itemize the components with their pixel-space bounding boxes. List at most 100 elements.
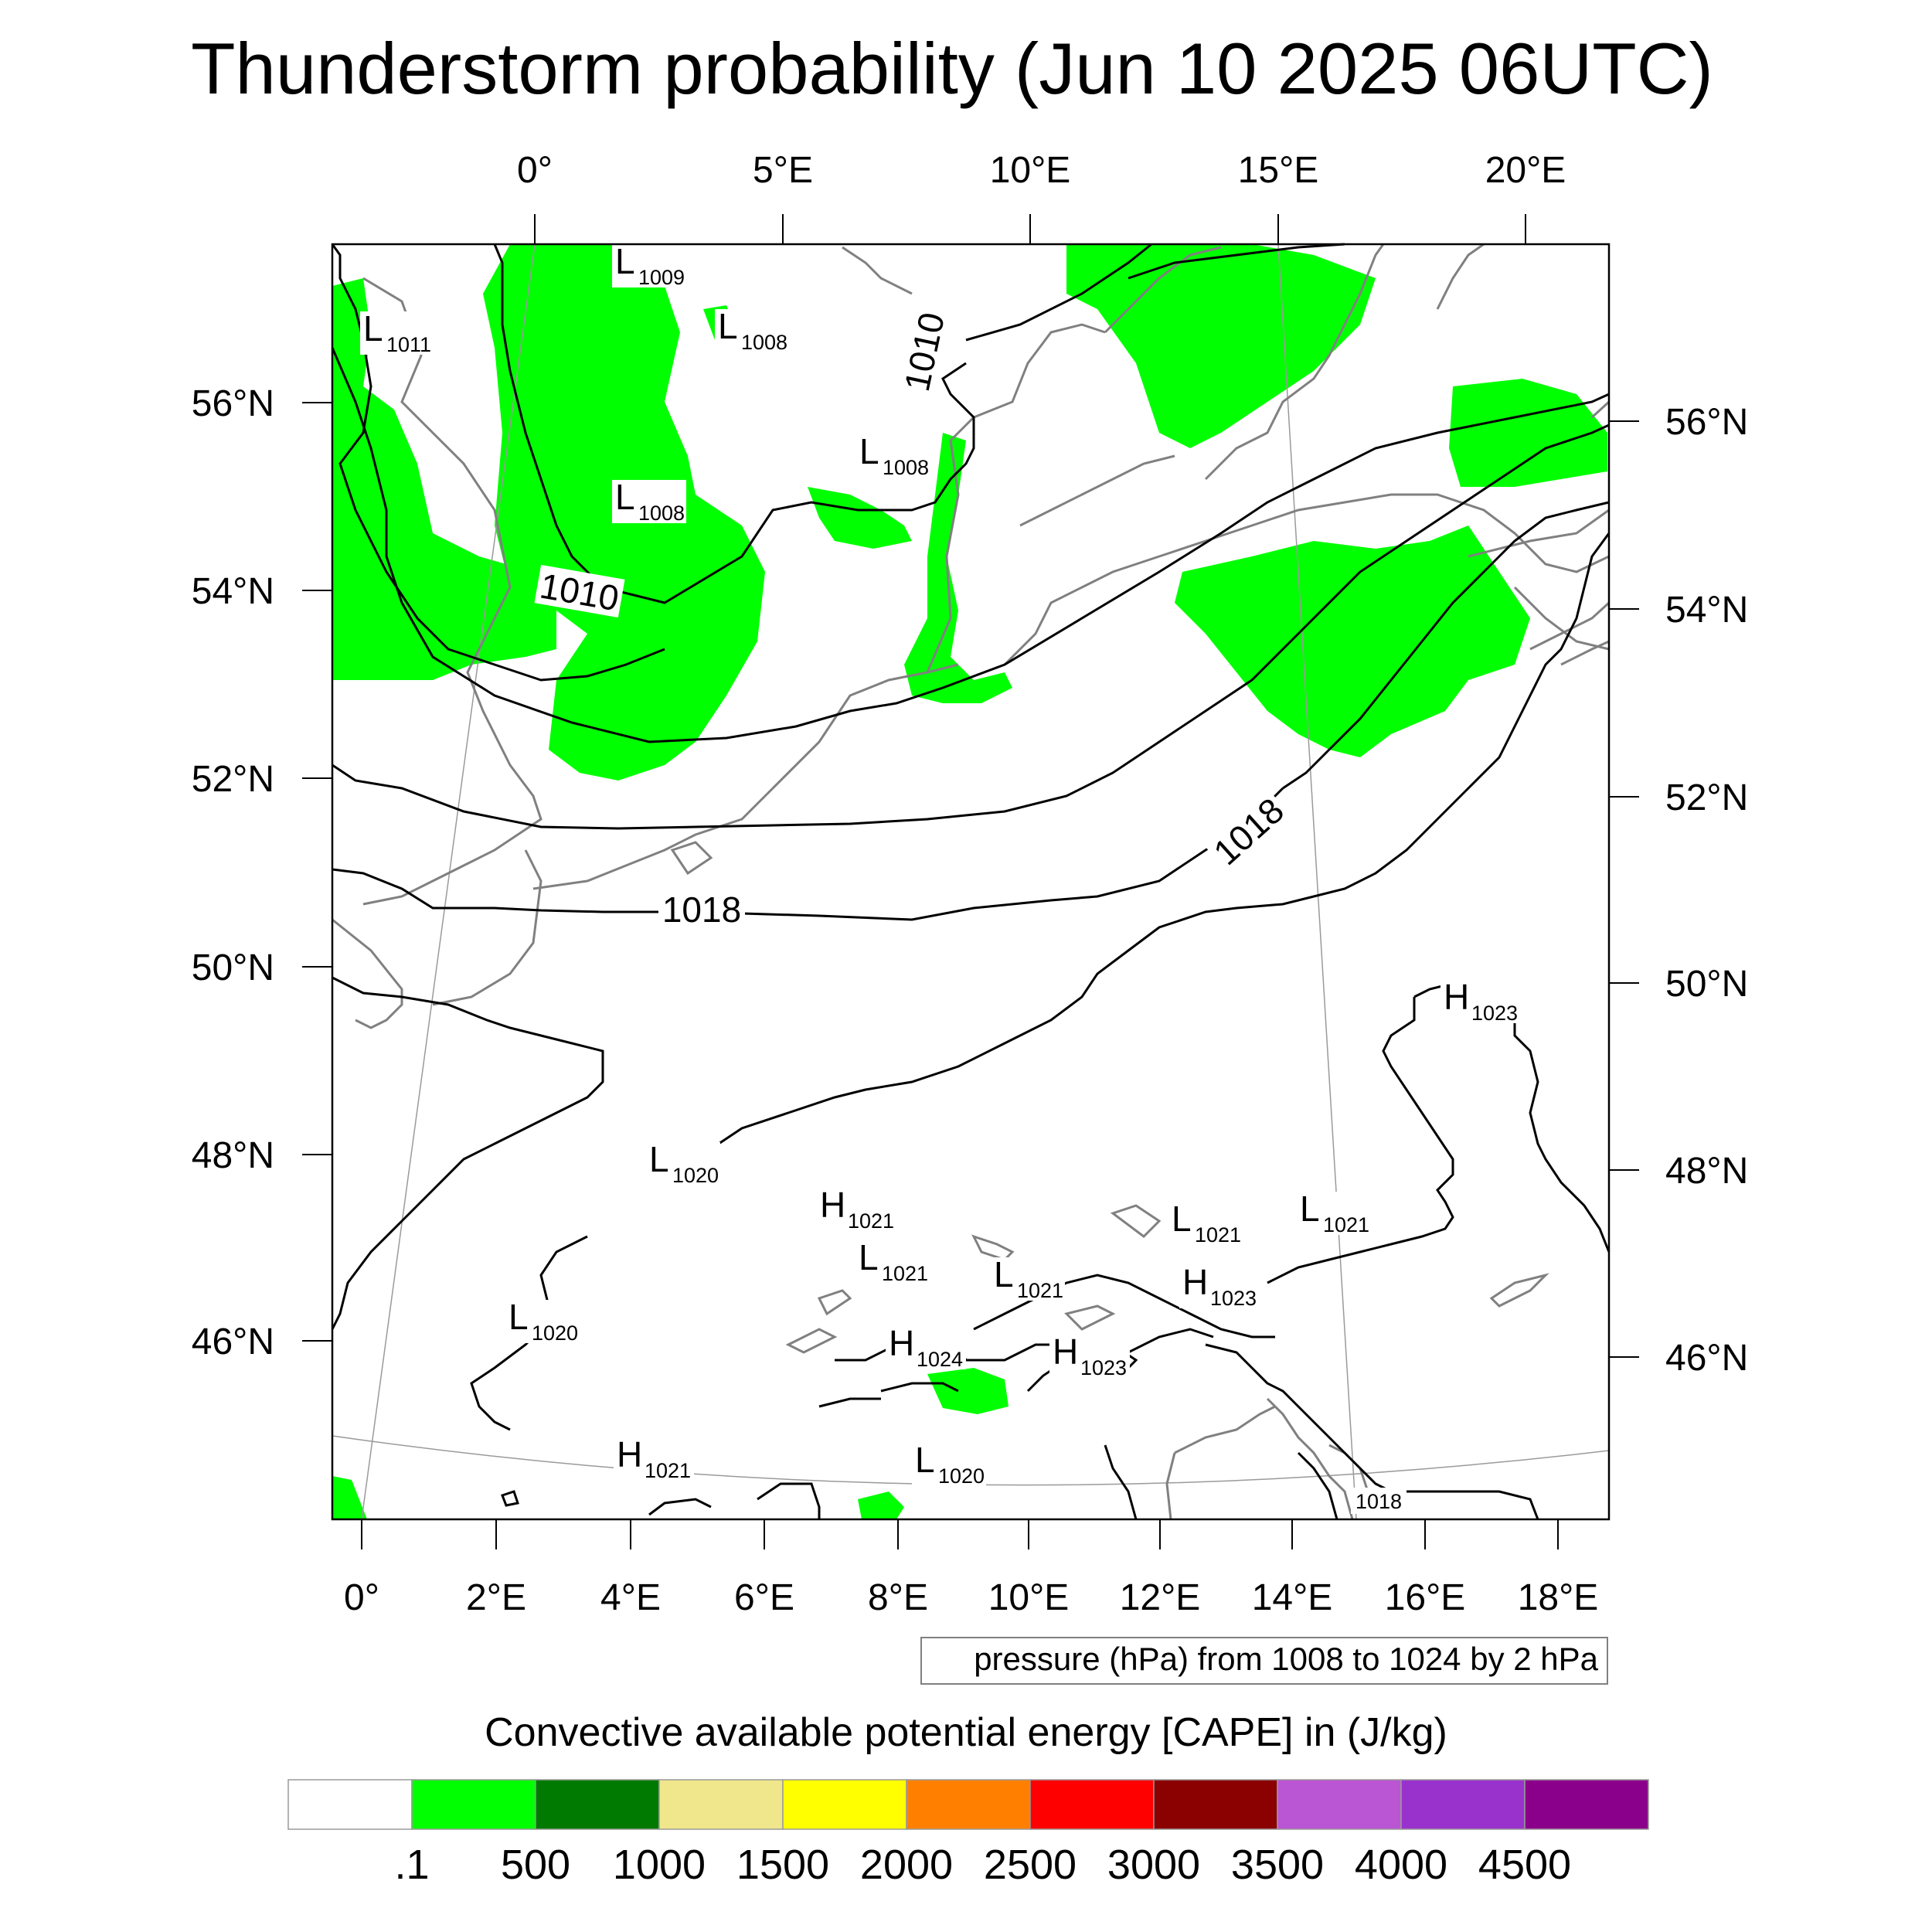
pressure-letter: H [889,1323,914,1363]
left-lat-label: 50°N [192,947,274,988]
right-lat-label: 46°N [1665,1338,1748,1379]
bottom-lon-label: 14°E [1252,1577,1333,1618]
colorbar-label: 500 [501,1842,570,1888]
colorbar-label: 4500 [1478,1842,1571,1888]
colorbar-label: 2000 [860,1842,953,1888]
pressure-value: 1023 [1080,1356,1127,1379]
pressure-letter: L [1172,1199,1192,1239]
pressure-letter: L [615,241,635,281]
top-lon-label: 0° [517,150,553,191]
left-latitude-labels: 56°N 54°N 52°N 50°N 48°N 46°N [192,383,274,1362]
colorbar-label: 3500 [1231,1842,1324,1888]
bottom-lon-label: 16°E [1385,1577,1466,1618]
pressure-letter: H [1182,1262,1208,1302]
left-lat-label: 54°N [192,571,274,612]
bottom-tick-marks [361,1519,1559,1549]
pressure-letter: L [1300,1189,1320,1229]
pressure-value: 1008 [741,331,787,354]
cape-region-alps-south [858,1492,904,1519]
colorbar-cell [1277,1779,1402,1830]
bottom-lon-label: 4°E [600,1577,661,1618]
pressure-letter: L [615,477,635,517]
cape-region-bohemia [927,1368,1009,1414]
pressure-value: 1011 [386,333,431,356]
pressure-letter: H [1444,977,1469,1017]
bottom-lon-label: 10°E [988,1577,1070,1618]
pressure-value: 1021 [1017,1279,1063,1302]
pressure-letter: L [649,1139,669,1179]
pressure-letter: H [820,1185,845,1225]
pressure-value: 1021 [1323,1213,1369,1236]
colorbar-labels: .1 500 1000 1500 2000 2500 3000 3500 400… [394,1842,1571,1888]
right-lat-label: 48°N [1665,1151,1748,1192]
isobars [331,243,1611,1520]
bottom-lon-label: 18°E [1518,1577,1599,1618]
pressure-value: 1021 [1195,1223,1241,1247]
pressure-value: 1023 [1210,1287,1257,1310]
left-lat-label: 46°N [192,1321,274,1362]
pressure-letter: L [915,1440,935,1480]
colorbar-label: 4000 [1355,1842,1447,1888]
pressure-letter: L [859,431,879,471]
left-lat-label: 52°N [192,759,274,800]
colorbar-label: 2500 [984,1842,1077,1888]
colorbar [287,1779,1649,1830]
bottom-lon-label: 0° [344,1577,379,1618]
bottom-lon-label: 2°E [466,1577,526,1618]
pressure-value: 1009 [638,266,685,289]
pressure-letter: L [718,306,738,346]
pressure-value: 1020 [938,1464,985,1488]
bottom-longitude-labels: 0° 2°E 4°E 6°E 8°E 10°E 12°E 14°E 16°E 1… [344,1577,1598,1618]
pressure-letter: L [509,1297,529,1337]
map-panel: 1010 1010 1018 1018 1018 L 1009 L 1011 L 10… [331,241,1611,1521]
map-frame [331,243,1611,1521]
right-tick-marks [1609,420,1639,1358]
cape-region-sw-corner [332,1476,367,1519]
contour-info-box: pressure (hPa) from 1008 to 1024 by 2 hP… [920,1637,1608,1685]
top-lon-label: 20°E [1485,150,1566,191]
colorbar-cell [535,1779,660,1830]
contour-info-text: pressure (hPa) from 1008 to 1024 by 2 hP… [974,1641,1598,1677]
colorbar-cell [658,1779,784,1830]
isobar-label: 1018 [662,889,741,930]
pressure-value: 1020 [672,1164,719,1187]
left-lat-label: 56°N [192,383,274,424]
pressure-letter: H [1053,1332,1078,1372]
colorbar-cell [906,1779,1031,1830]
top-tick-marks [534,214,1526,244]
bottom-lon-label: 12°E [1120,1577,1201,1618]
colorbar-label: 3000 [1107,1842,1200,1888]
pressure-centers: L 1009 L 1011 L 1008 L 1008 L 1008 H 1023 L 102… [360,241,1521,1488]
map-title: Thunderstorm probability (Jun 10 2025 06… [191,28,1713,109]
pressure-letter: H [617,1434,642,1475]
colorbar-cell [1029,1779,1155,1830]
colorbar-cell [411,1779,536,1830]
pressure-value: 1008 [638,502,685,525]
pressure-value: 1023 [1471,1002,1518,1025]
colorbar-cell [1400,1779,1526,1830]
right-lat-label: 56°N [1665,402,1748,443]
colorbar-label: .1 [394,1842,429,1888]
pressure-value: 1008 [883,456,929,479]
colorbar-cell [1153,1779,1278,1830]
isobar-label: 1018 [1355,1490,1402,1513]
colorbar-cell [782,1779,907,1830]
pressure-letter: L [859,1237,879,1277]
top-lon-label: 5°E [753,150,813,191]
right-lat-label: 54°N [1665,590,1748,631]
colorbar-cell [287,1779,413,1830]
right-lat-label: 50°N [1665,964,1748,1005]
colorbar-label: 1500 [736,1842,829,1888]
pressure-letter: L [363,308,383,349]
bottom-lon-label: 6°E [734,1577,794,1618]
pressure-value: 1021 [848,1209,894,1233]
left-lat-label: 48°N [192,1135,274,1176]
colorbar-title: Convective available potential energy [C… [485,1710,1447,1755]
cape-region-jutland [904,433,1012,703]
left-tick-marks [302,402,332,1342]
cape-region-northsea-south [808,487,912,549]
cape-region-britain [332,278,556,680]
pressure-value: 1020 [532,1321,578,1345]
pressure-value: 1021 [645,1459,691,1482]
